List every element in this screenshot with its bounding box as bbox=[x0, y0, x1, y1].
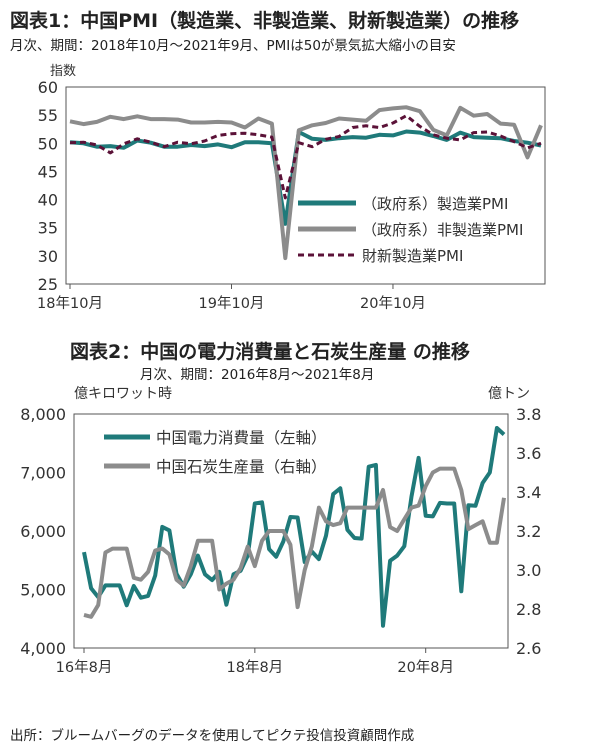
chart2-x-tick-label: 20年8月 bbox=[397, 659, 454, 676]
chart1-legend-label: 財新製造業PMI bbox=[362, 247, 463, 265]
chart1-y-tick-label: 55 bbox=[38, 106, 58, 125]
chart1-series-line-1 bbox=[69, 105, 543, 261]
chart2-series-line-0 bbox=[82, 426, 506, 628]
chart1-y-axis-label: 指数 bbox=[50, 64, 76, 79]
chart2-series-line-1 bbox=[83, 466, 506, 619]
chart2-title: 図表2：中国の電力消費量と石炭生産量 の推移 bbox=[70, 341, 470, 363]
chart2-y-left-tick-label: 5,000 bbox=[20, 581, 66, 600]
chart1-x-tick-label: 19年10月 bbox=[199, 295, 265, 312]
chart1-y-tick-label: 45 bbox=[38, 162, 58, 181]
chart2-y-left-tick-label: 8,000 bbox=[20, 405, 66, 424]
pmi-chart: 指数 25 30 35 40 45 50 55 60 18年10月 19年10月 20年10月 （政府系… bbox=[37, 64, 546, 312]
chart2-y-right-tick-label: 3.2 bbox=[516, 522, 541, 541]
chart2-y-right-tick-label: 3.0 bbox=[516, 561, 541, 580]
chart1-plot-frame bbox=[65, 86, 546, 285]
chart2-y-right-tick-label: 3.6 bbox=[516, 444, 541, 463]
chart2-legend-label: 中国電力消費量（左軸） bbox=[156, 429, 327, 447]
chart1-subtitle: 月次、期間：2018年10月～2021年9月、PMIは50が景気拡大縮小の目安 bbox=[10, 38, 456, 54]
chart1-y-tick-label: 30 bbox=[38, 247, 58, 266]
chart1-legend-label: （政府系）非製造業PMI bbox=[362, 221, 523, 239]
chart2-x-tick-label: 16年8月 bbox=[56, 659, 113, 676]
chart2-y-left-tick-label: 7,000 bbox=[20, 464, 66, 483]
chart2-subtitle: 月次、期間：2016年8月～2021年8月 bbox=[140, 367, 375, 383]
chart2-y-right-tick-label: 3.8 bbox=[516, 405, 541, 424]
chart1-y-tick-label: 25 bbox=[38, 275, 58, 294]
chart1-x-tick-label: 20年10月 bbox=[360, 295, 426, 312]
power-coal-chart: 億キロワット時 億トン 4,000 5,000 6,000 7,000 8,000 2.6 2.… bbox=[20, 386, 541, 676]
chart1-y-tick-label: 50 bbox=[38, 134, 58, 153]
source-note: 出所：ブルームバーグのデータを使用してピクテ投信投資顧問作成 bbox=[10, 728, 415, 744]
chart1-y-tick-label: 60 bbox=[38, 78, 58, 97]
chart2-legend-label: 中国石炭生産量（右軸） bbox=[156, 458, 327, 476]
chart2-y-left-tick-label: 6,000 bbox=[20, 522, 66, 541]
chart2-plot-frame bbox=[73, 413, 509, 649]
chart1-title: 図表1：中国PMI（製造業、非製造業、財新製造業）の推移 bbox=[10, 10, 520, 32]
chart2-x-tick-label: 18年8月 bbox=[227, 659, 284, 676]
chart2-y-left-axis-label: 億キロワット時 bbox=[74, 386, 172, 402]
chart1-y-tick-label: 40 bbox=[38, 191, 58, 210]
chart2-y-right-tick-label: 3.4 bbox=[516, 483, 541, 502]
chart1-y-tick-label: 35 bbox=[38, 219, 58, 238]
chart2-y-right-axis-label: 億トン bbox=[488, 386, 530, 402]
chart2-y-left-tick-label: 4,000 bbox=[20, 639, 66, 658]
chart1-series-line-2 bbox=[69, 114, 542, 200]
chart1-legend-label: （政府系）製造業PMI bbox=[362, 195, 508, 213]
chart1-x-tick-label: 18年10月 bbox=[37, 295, 103, 312]
chart2-y-right-tick-label: 2.8 bbox=[516, 600, 541, 619]
chart2-y-right-tick-label: 2.6 bbox=[516, 639, 541, 658]
